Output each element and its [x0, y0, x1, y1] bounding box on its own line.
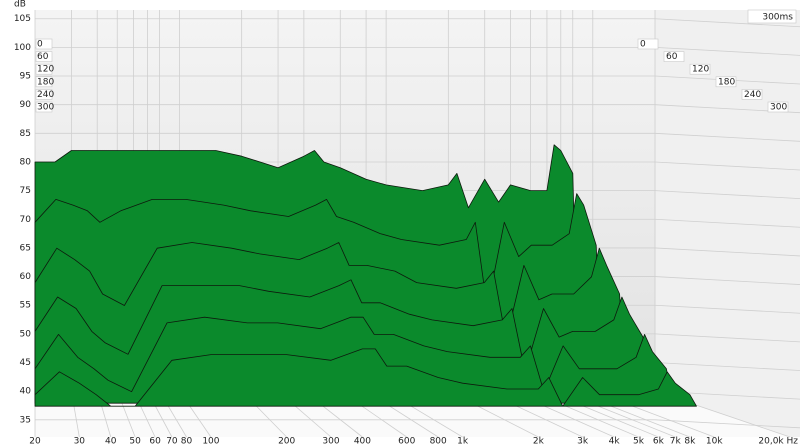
- x-tick-label: 50: [129, 437, 141, 446]
- x-tick-label: 8k: [684, 437, 696, 446]
- y-tick-label: 90: [20, 100, 32, 110]
- z-label: 240: [744, 90, 761, 100]
- x-tick-label: 3k: [577, 437, 589, 446]
- z-end-label: 300ms: [762, 13, 793, 23]
- side-grid-line: [654, 161, 800, 171]
- waterfall-slice: [34, 348, 697, 407]
- side-grid-line: [654, 304, 800, 314]
- z-label-box: [689, 63, 711, 75]
- y-tick-label: 80: [20, 157, 32, 167]
- z-label: 60: [666, 52, 678, 62]
- z-end-box: [747, 9, 797, 24]
- z-label-box: [741, 89, 763, 100]
- side-grid-line: [654, 333, 800, 343]
- y-unit: dB: [14, 0, 26, 10]
- x-tick-label: 4k: [609, 437, 621, 446]
- x-tick-label: 300: [322, 437, 339, 446]
- z-label: 180: [718, 77, 735, 87]
- z-label-box: [35, 38, 53, 50]
- z-label: 0: [37, 40, 43, 50]
- z-label-box: [663, 51, 685, 62]
- side-grid-line: [654, 190, 800, 200]
- y-tick-label: 95: [20, 72, 31, 82]
- z-label: 120: [692, 65, 709, 75]
- x-tick-label: 20,0k Hz: [758, 437, 798, 446]
- z-label: 180: [37, 77, 54, 87]
- y-tick-label: 65: [20, 243, 31, 253]
- z-label-box: [715, 76, 737, 88]
- z-label-box: [637, 38, 659, 50]
- z-label-box: [767, 101, 789, 113]
- side-grid-line: [654, 46, 800, 56]
- x-tick-label: 800: [430, 437, 447, 446]
- y-tick-label: 100: [14, 43, 31, 53]
- z-label: 120: [37, 65, 54, 75]
- z-label-box: [35, 101, 53, 113]
- y-tick-label: 105: [14, 14, 31, 24]
- x-tick-label: 7k: [670, 437, 682, 446]
- side-grid-line: [654, 419, 800, 429]
- side-grid-line: [654, 18, 800, 28]
- x-tick-label: 10k: [706, 437, 723, 446]
- z-label: 300: [37, 103, 54, 113]
- y-tick-label: 70: [20, 215, 32, 225]
- y-tick-label: 50: [20, 329, 32, 339]
- x-tick-label: 6k: [653, 437, 665, 446]
- x-tick-label: 80: [181, 437, 193, 446]
- y-tick-label: 35: [20, 415, 31, 425]
- side-grid-line: [654, 276, 800, 285]
- x-tick-label: 100: [202, 437, 219, 446]
- x-tick-label: 70: [166, 437, 178, 446]
- y-tick-label: 45: [20, 358, 31, 368]
- x-tick-label: 30: [74, 437, 86, 446]
- side-grid-line: [654, 362, 800, 371]
- y-tick-label: 75: [20, 186, 31, 196]
- z-label: 60: [37, 52, 49, 62]
- x-tick-label: 600: [398, 437, 415, 446]
- y-tick-label: 40: [20, 387, 32, 397]
- y-tick-label: 60: [20, 272, 32, 282]
- x-tick-label: 400: [354, 437, 371, 446]
- side-grid-line: [654, 218, 800, 228]
- y-tick-label: 55: [20, 301, 31, 311]
- z-label-box: [35, 89, 53, 100]
- z-label-box: [35, 51, 53, 62]
- x-tick-label: 40: [105, 437, 117, 446]
- side-grid-line: [654, 132, 800, 142]
- side-grid-line: [654, 247, 800, 257]
- z-label: 300: [770, 103, 787, 113]
- z-label-box: [35, 76, 53, 88]
- x-tick-label: 5k: [633, 437, 645, 446]
- z-label-box: [35, 63, 53, 75]
- x-tick-label: 200: [278, 437, 295, 446]
- x-tick-label: 20: [29, 437, 41, 446]
- y-tick-label: 85: [20, 129, 31, 139]
- x-tick-label: 2k: [533, 437, 545, 446]
- x-tick-label: 60: [149, 437, 161, 446]
- x-tick-label: 1k: [457, 437, 469, 446]
- z-label: 0: [640, 40, 646, 50]
- z-label: 240: [37, 90, 54, 100]
